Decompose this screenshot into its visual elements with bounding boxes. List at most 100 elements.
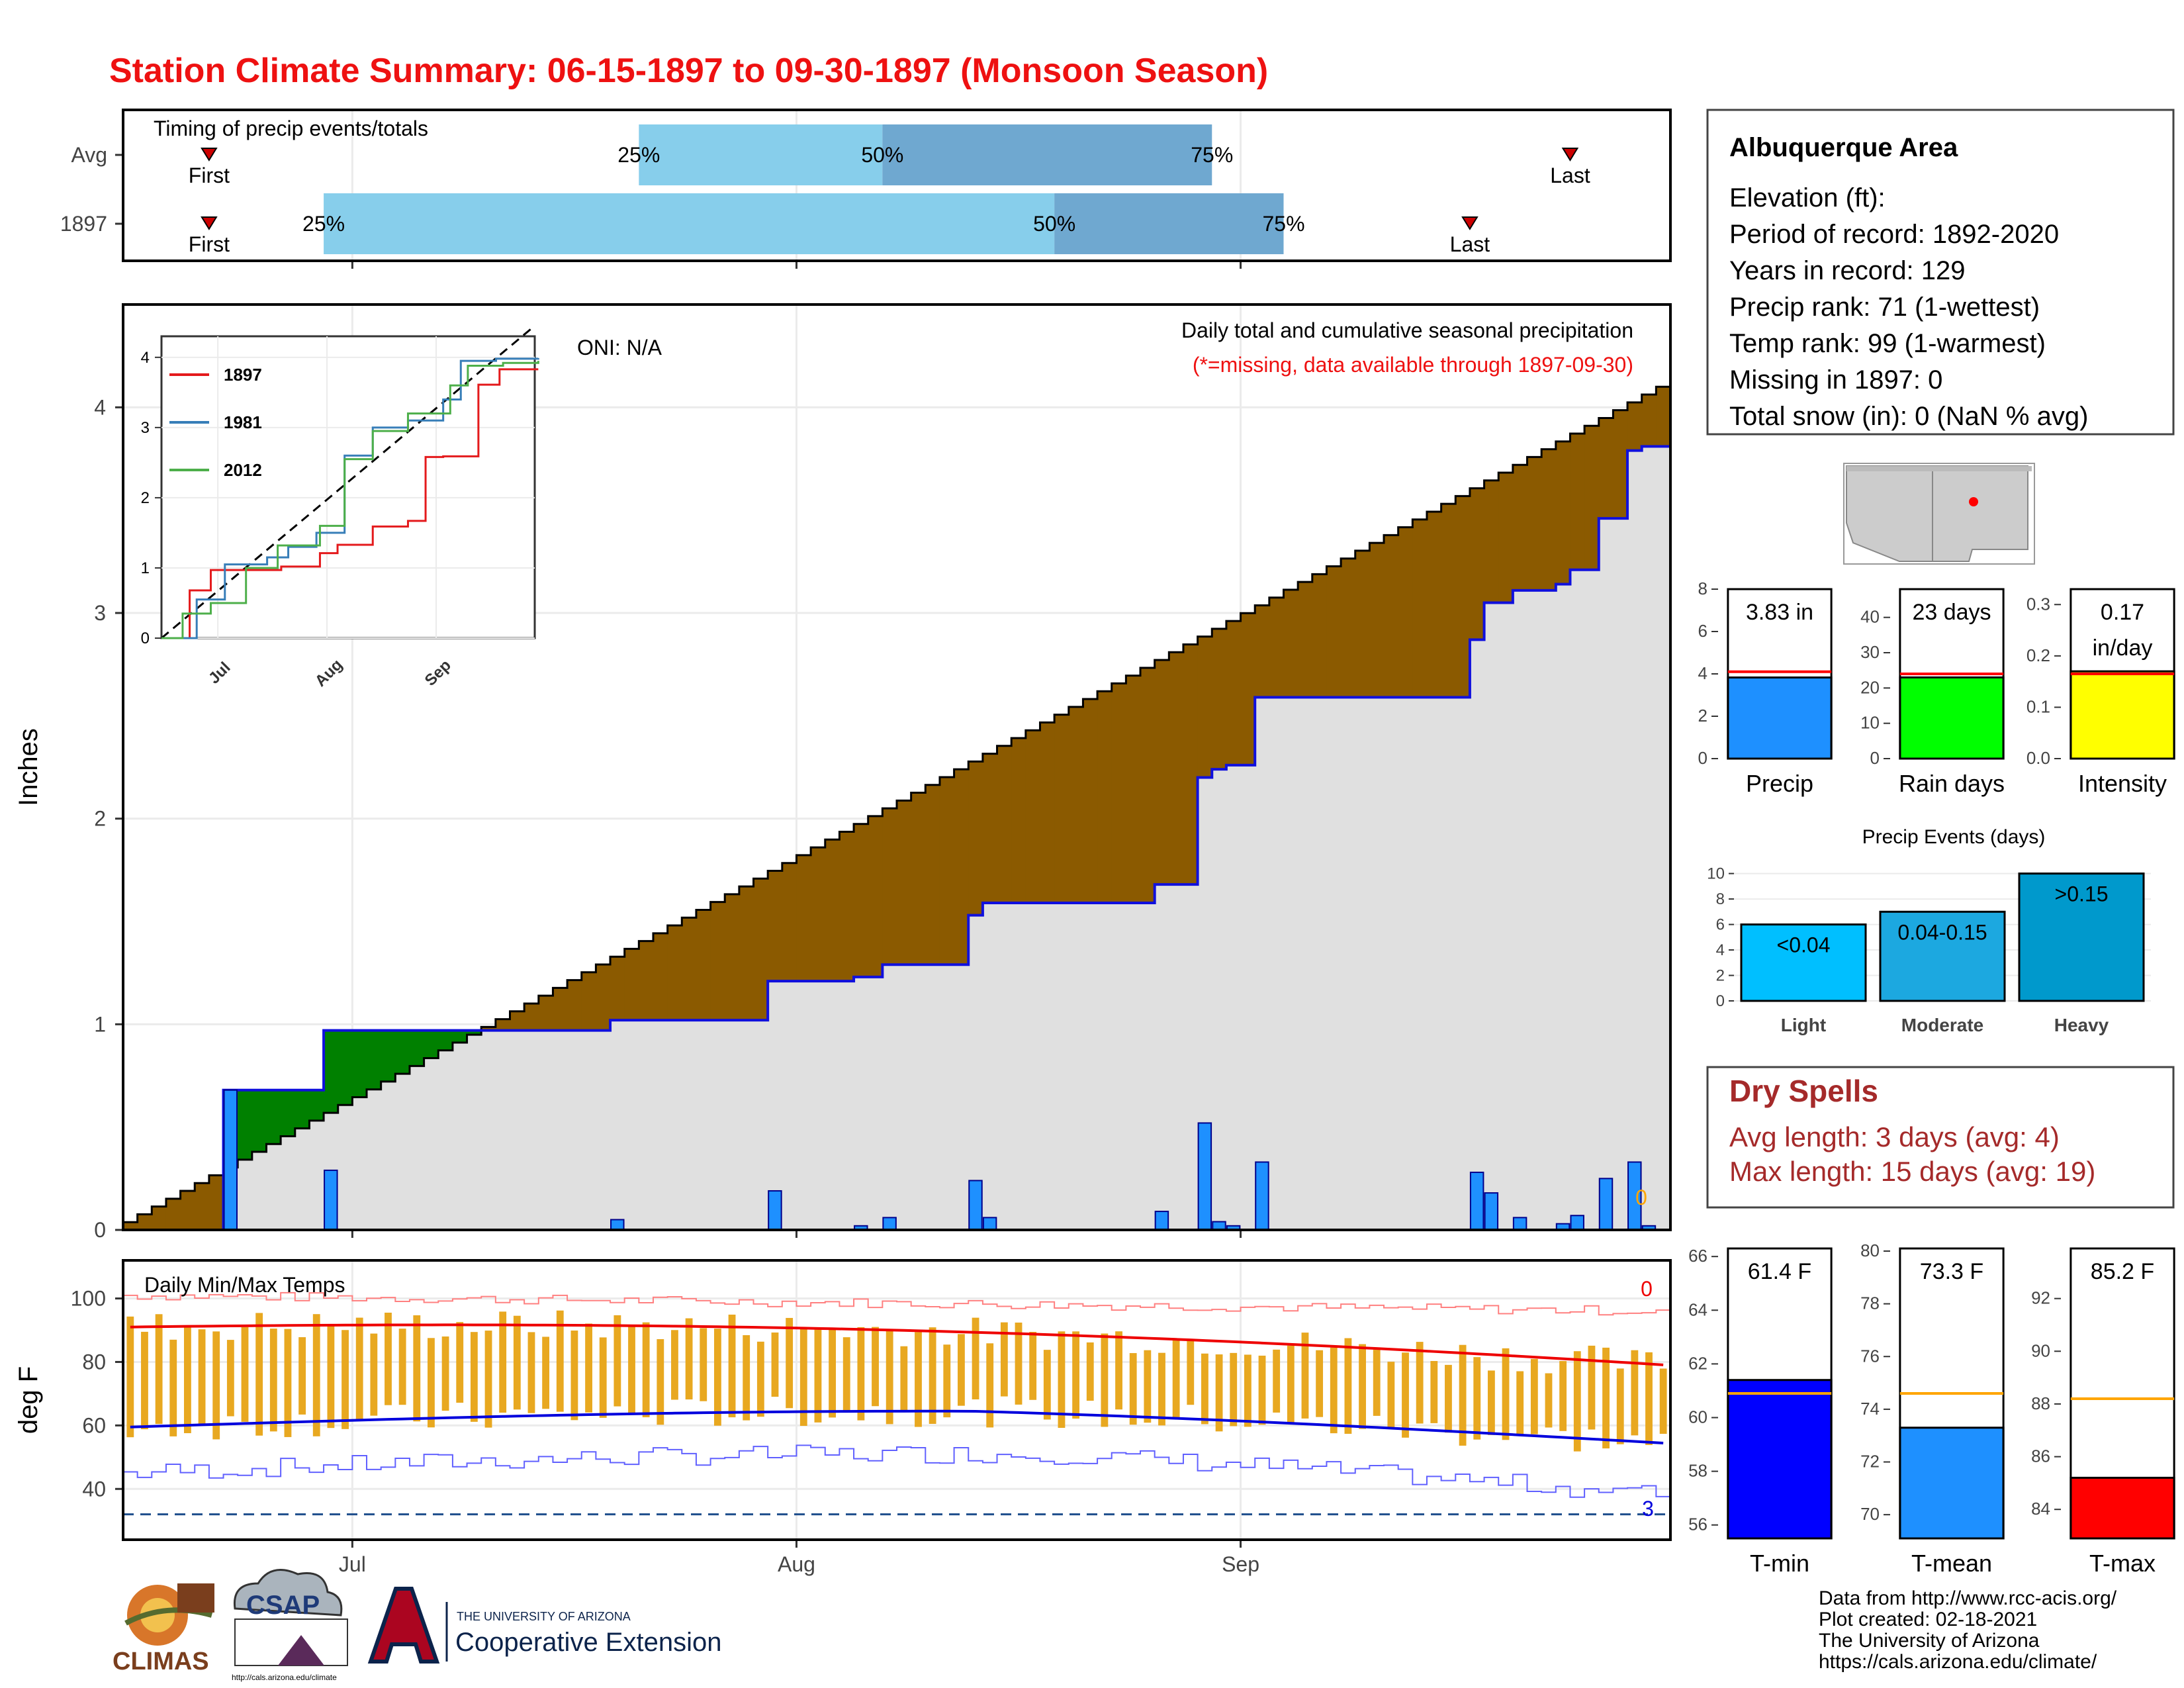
precip-ylabel: Inches [14, 728, 43, 806]
below-normal-area [954, 769, 969, 965]
daily-precip-bar [223, 1089, 238, 1231]
climas-logo-text: CLIMAS [113, 1648, 209, 1675]
mini-chart-tick-label: 66 [1688, 1246, 1707, 1266]
freeze-days-count: 3 [1642, 1497, 1654, 1521]
daily-precip-bar [1598, 1178, 1614, 1231]
daily-temp-bar [614, 1315, 621, 1407]
precip-events-tick-label: 0 [1716, 992, 1725, 1010]
ua-line-2: Cooperative Extension [455, 1628, 721, 1657]
daily-temp-bar [126, 1316, 134, 1438]
daily-temp-bar [1573, 1351, 1581, 1452]
precip-events-category: Heavy [2054, 1015, 2109, 1035]
below-normal-area [137, 1214, 152, 1230]
temp-panel-frame [122, 1259, 1672, 1541]
below-normal-area [1269, 597, 1285, 698]
daily-temp-bar [255, 1313, 263, 1436]
inset-legend-label: 2012 [224, 460, 262, 480]
above-normal-area [395, 1030, 410, 1074]
above-normal-area [381, 1030, 396, 1082]
below-normal-area [1126, 675, 1141, 904]
summary-bar-intensity: 0.0 0.1 0.2 0.3 0.17 in/day Intensity [2026, 588, 2184, 797]
mini-chart-label: T-mean [1911, 1550, 1992, 1577]
normal-tmin-line [130, 1409, 1664, 1444]
below-normal-area [982, 753, 998, 904]
above-normal-area [424, 1030, 439, 1058]
cumulative-base-area [1283, 697, 1298, 1230]
cumulative-base-area [939, 964, 955, 1230]
daily-temp-bar [1416, 1342, 1424, 1424]
cumulative-base-area [1212, 769, 1227, 1230]
inset-legend-label: 1981 [224, 412, 262, 432]
dry-spells-box [1706, 1066, 2175, 1209]
temp-y-tick-label: 40 [82, 1477, 106, 1501]
below-normal-area [782, 863, 797, 982]
daily-temp-bar [155, 1314, 163, 1425]
cumulative-base-area [1613, 518, 1628, 1231]
cumulative-base-area [1384, 697, 1399, 1230]
daily-precip-bar [1512, 1217, 1527, 1231]
daily-temp-bar [212, 1331, 220, 1440]
daily-precip-bar [1154, 1211, 1169, 1231]
daily-temp-bar [1058, 1331, 1066, 1429]
cumulative-base-area [1040, 903, 1055, 1230]
cumulative-base-area [868, 976, 883, 1230]
daily-precip-bar [1197, 1122, 1212, 1231]
inset-bg [160, 335, 536, 639]
below-normal-area [1641, 395, 1657, 447]
daily-temp-bar [1445, 1364, 1452, 1433]
timing-panel-frame [122, 109, 1672, 262]
mini-chart-tick-label: 90 [2031, 1340, 2050, 1360]
cumulative-base-area [338, 1105, 353, 1230]
daily-temp-bar [585, 1323, 592, 1413]
mini-chart-tick-label: 58 [1688, 1461, 1707, 1481]
mini-chart-value-label: 23 days [1912, 600, 1991, 625]
below-normal-area [510, 1011, 525, 1031]
daily-temp-bar [269, 1329, 277, 1432]
daily-temp-bar [814, 1329, 822, 1423]
record-high-line [123, 1291, 1670, 1316]
cumulative-base-area [982, 903, 998, 1230]
above-normal-area [367, 1030, 382, 1090]
below-normal-area [1197, 636, 1212, 778]
precip-events-tick-label: 4 [1716, 941, 1725, 959]
below-normal-area [1384, 535, 1399, 698]
cumulative-base-area [968, 915, 983, 1230]
below-normal-area [868, 816, 883, 977]
station-detail-line: Total snow (in): 0 (NaN % avg) [1729, 402, 2088, 431]
mini-chart-tick-label: 92 [2031, 1288, 2050, 1308]
below-normal-area [1111, 683, 1126, 904]
daily-temp-bar [958, 1334, 965, 1406]
precip-y-tick-label: 1 [94, 1012, 106, 1036]
daily-temp-bar [713, 1329, 721, 1426]
cumulative-base-area [251, 1152, 267, 1230]
cumulative-base-area [1255, 697, 1270, 1230]
daily-temp-bar [428, 1338, 435, 1428]
below-normal-area [1183, 644, 1199, 885]
inset-legend-label: 1897 [224, 365, 262, 385]
daily-temp-bar [1258, 1355, 1266, 1425]
below-normal-area [1341, 558, 1356, 698]
summary-bar-rain-days: 0 10 20 30 40 23 days Rain days [1860, 588, 2013, 797]
daily-temp-bar [298, 1337, 306, 1415]
credit-line-3: The University of Arizona [1819, 1630, 2040, 1652]
temp-bar-t-max: 84 86 88 90 92 85.2 F T-max [2031, 1247, 2184, 1577]
inset-series-line-1981 [161, 357, 539, 639]
below-normal-area [1527, 457, 1542, 590]
below-normal-area [710, 902, 725, 1021]
below-normal-area [180, 1191, 195, 1230]
below-normal-area [739, 886, 754, 1021]
below-normal-area [1011, 737, 1026, 904]
below-normal-area [123, 1222, 138, 1230]
temp-y-tick-label: 80 [82, 1350, 106, 1374]
inset-normal-line [161, 324, 535, 639]
daily-temp-bar [1072, 1331, 1080, 1419]
daily-temp-bar [1144, 1350, 1152, 1423]
missing-count: 0 [1635, 1186, 1647, 1209]
timing-iqr-low-Avg [639, 124, 883, 185]
inset-series-line-1897 [161, 368, 539, 639]
cumulative-base-area [725, 1020, 740, 1230]
daily-temp-bar [972, 1317, 979, 1400]
cumulative-base-area [1226, 765, 1242, 1230]
daily-temp-bar [685, 1318, 693, 1400]
mini-chart-value-label: 85.2 F [2091, 1259, 2154, 1284]
